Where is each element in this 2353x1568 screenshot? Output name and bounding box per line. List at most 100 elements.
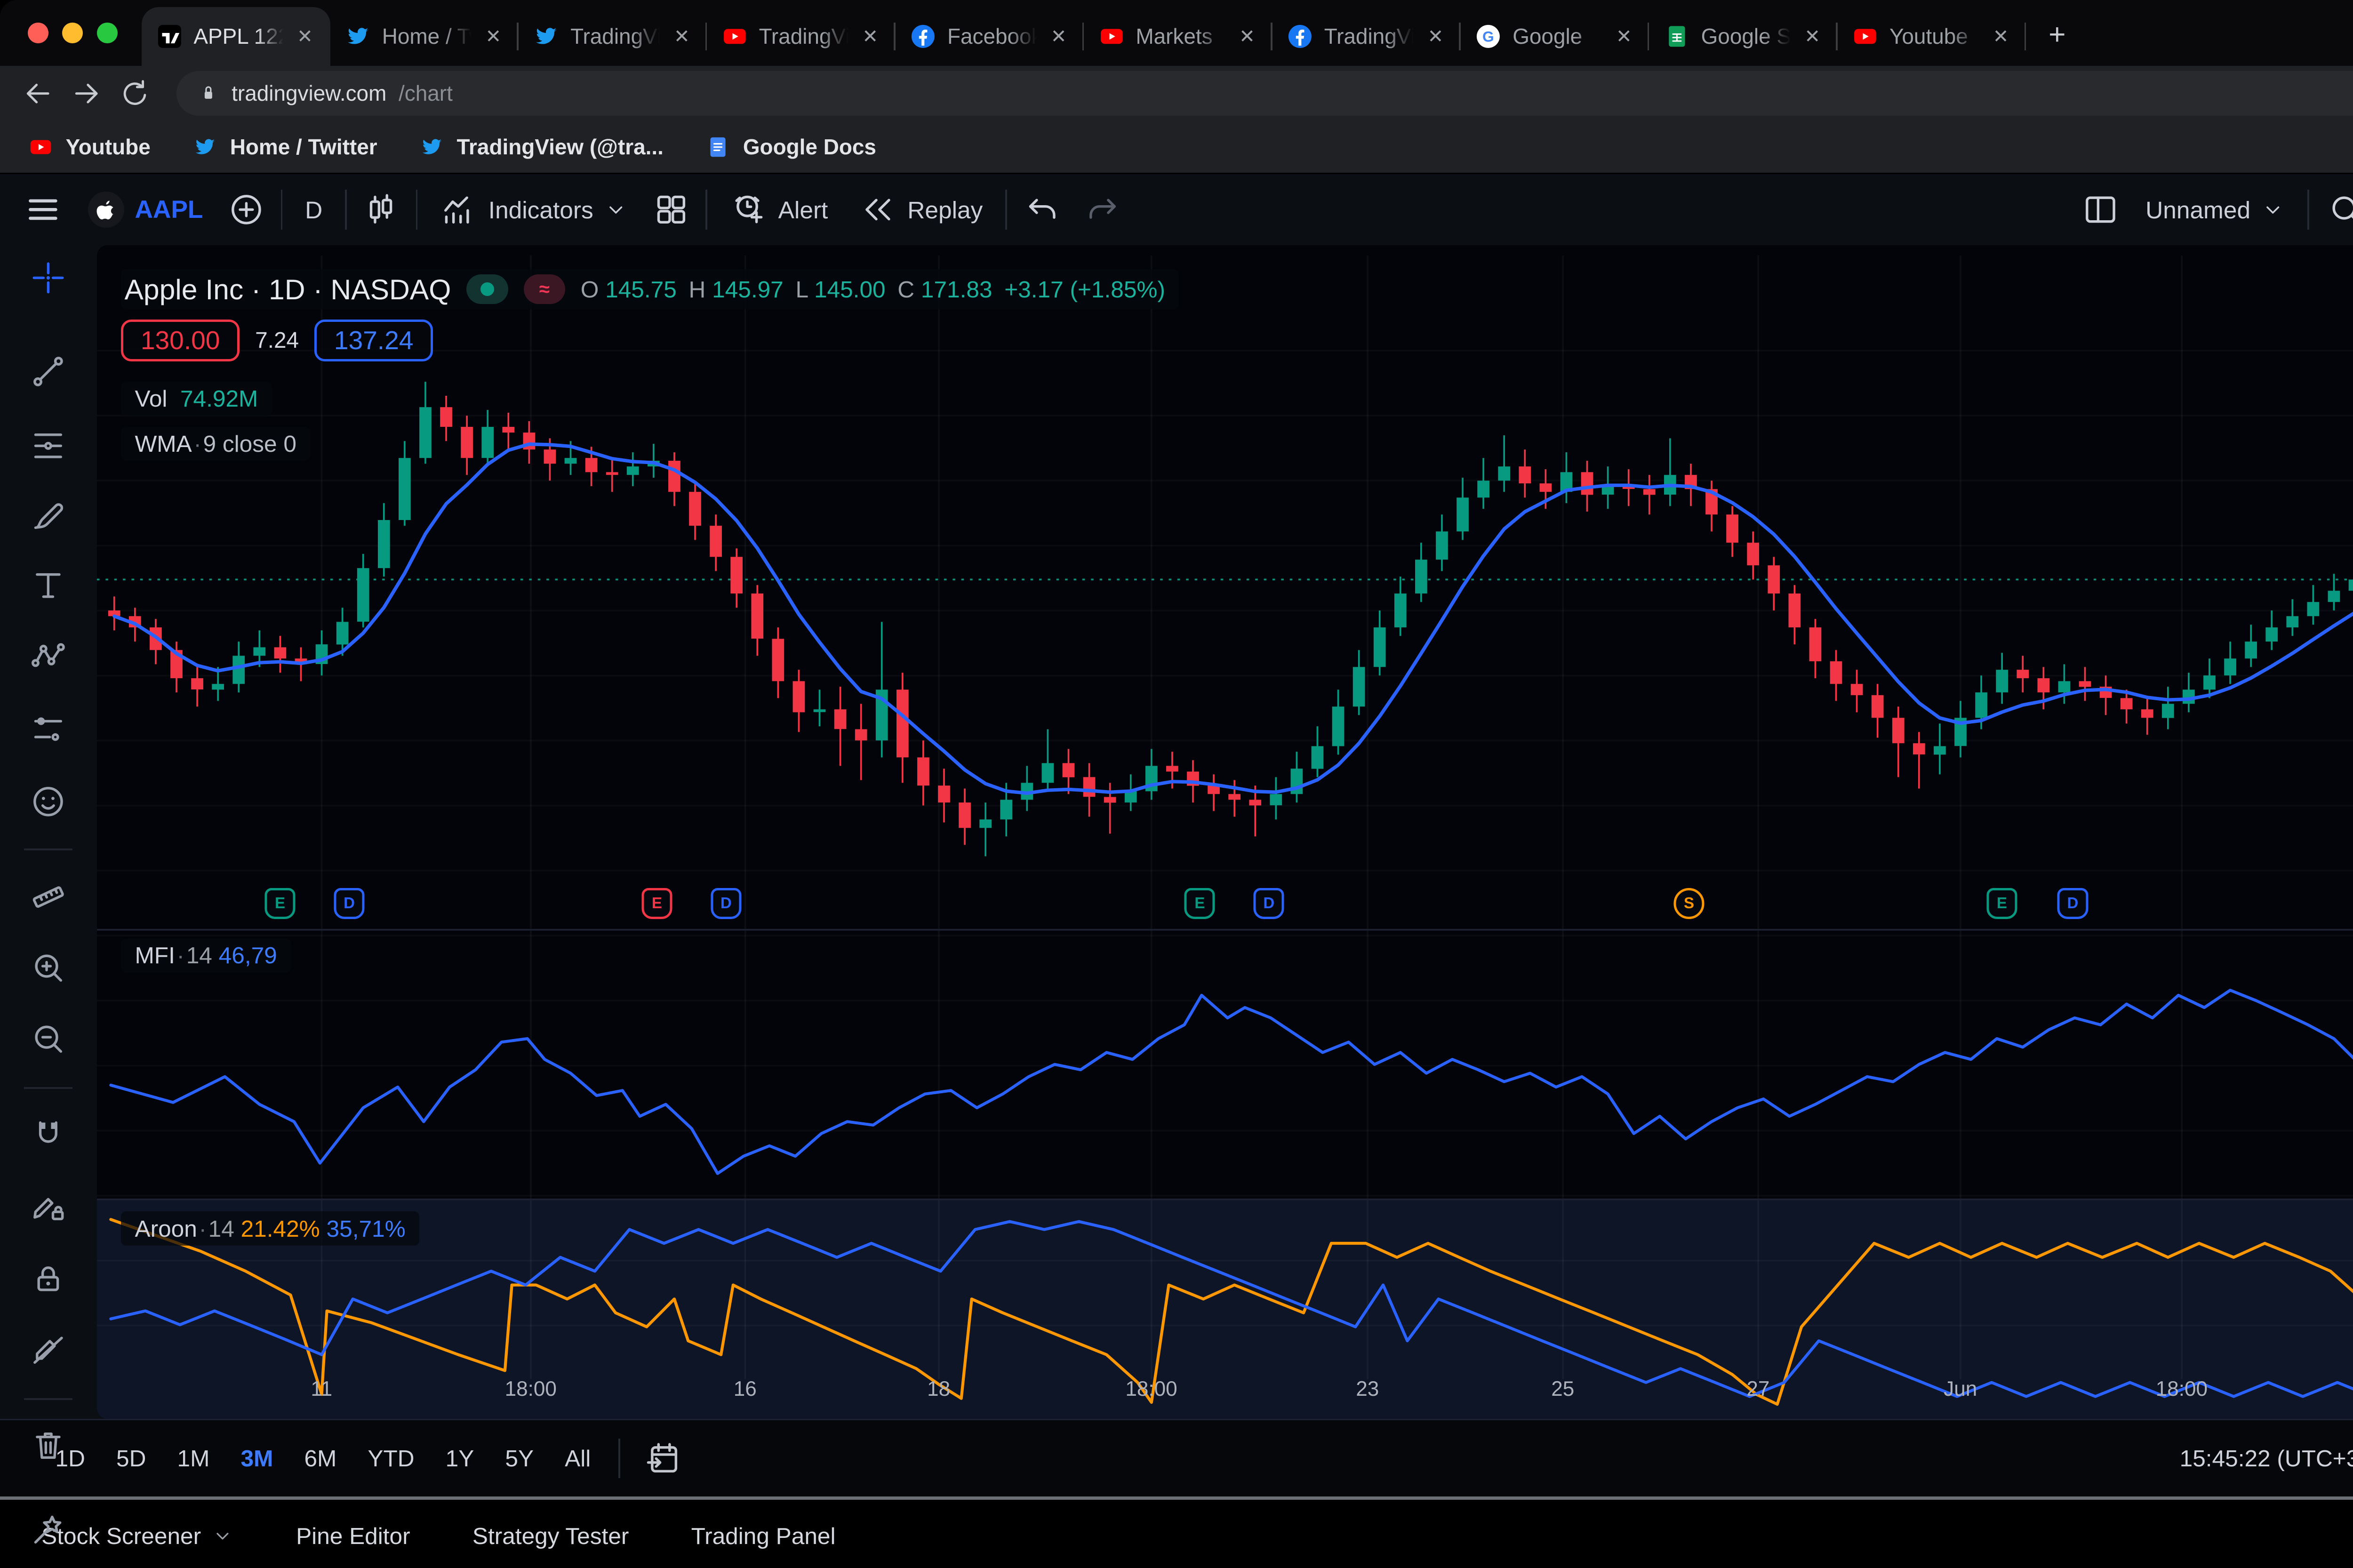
chart-area[interactable]: Apple Inc · 1D · NASDAQ ≈ O 145.75 H 145… xyxy=(97,245,2353,1419)
event-badge-e[interactable]: E xyxy=(641,888,672,919)
undo-button[interactable] xyxy=(1014,182,1072,238)
browser-tab[interactable]: TradingVie✕ xyxy=(707,7,895,66)
crosshair-tool-icon[interactable] xyxy=(29,259,67,297)
tab-close-icon[interactable]: ✕ xyxy=(670,25,693,48)
browser-tab[interactable]: APPL 122✕ xyxy=(142,7,330,66)
chart-style-button[interactable] xyxy=(353,182,409,238)
minimize-window-button[interactable] xyxy=(62,23,83,43)
range-button-ytd[interactable]: YTD xyxy=(354,1438,428,1479)
symbol-button[interactable]: AAPL xyxy=(72,182,218,238)
event-badge-e[interactable]: E xyxy=(265,888,296,919)
event-badge-d[interactable]: D xyxy=(334,888,364,919)
alert-button[interactable]: Alert xyxy=(714,182,844,238)
tab-close-icon[interactable]: ✕ xyxy=(1989,25,2012,48)
fib-retracement-tool-icon[interactable] xyxy=(29,427,67,465)
xabcd-pattern-tool-icon[interactable] xyxy=(29,638,67,676)
redo-button[interactable] xyxy=(1072,182,1131,238)
interval-button[interactable]: D xyxy=(289,182,338,238)
compare-add-button[interactable] xyxy=(218,182,274,238)
range-button-5y[interactable]: 5Y xyxy=(491,1438,547,1479)
tab-close-icon[interactable]: ✕ xyxy=(1424,25,1447,48)
zoom-out-tool-icon[interactable] xyxy=(29,1020,67,1058)
trash-tool-icon[interactable] xyxy=(29,1426,67,1464)
browser-tab[interactable]: Facebook✕ xyxy=(896,7,1084,66)
upper-price-box[interactable]: 137.24 xyxy=(314,320,433,361)
layout-button[interactable] xyxy=(2071,182,2130,238)
chart-canvas[interactable] xyxy=(97,245,2353,1419)
panel-tab-trading-panel[interactable]: Trading Panel xyxy=(691,1522,836,1550)
data-status-icon[interactable]: ≈ xyxy=(524,274,565,304)
browser-tab[interactable]: Google S✕ xyxy=(1649,7,1837,66)
ruler-tool-icon[interactable] xyxy=(29,878,67,916)
range-button-1m[interactable]: 1M xyxy=(163,1438,224,1479)
bookmark-item[interactable]: Youtube xyxy=(28,134,151,160)
bookmark-item[interactable]: Home / Twitter xyxy=(192,134,377,160)
aroon-legend[interactable]: Aroon·14 21.42% 35,71% xyxy=(121,1211,419,1246)
bottom-toolbar: 1D5D1M3M6MYTD1Y5YAll 15:45:22 (UTC+3) re… xyxy=(0,1419,2353,1496)
drawing-mode-tool-icon[interactable] xyxy=(29,1187,67,1225)
tab-close-icon[interactable]: ✕ xyxy=(1047,25,1070,48)
layout-name-button[interactable]: Unnamed xyxy=(2130,182,2300,238)
clock[interactable]: 15:45:22 (UTC+3) xyxy=(2180,1445,2353,1472)
change-value: +3.17 (+1.85%) xyxy=(1004,276,1165,303)
new-tab-button[interactable]: + xyxy=(2033,10,2081,59)
zoom-in-tool-icon[interactable] xyxy=(29,949,67,987)
tab-close-icon[interactable]: ✕ xyxy=(1236,25,1259,48)
panel-tab-strategy-tester[interactable]: Strategy Tester xyxy=(472,1522,629,1550)
trend-line-tool-icon[interactable] xyxy=(29,352,67,391)
event-badge-e[interactable]: E xyxy=(1185,888,1215,919)
address-bar[interactable]: tradingview.com/chart xyxy=(176,71,2353,116)
tab-close-icon[interactable]: ✕ xyxy=(294,25,317,48)
panel-tab-stock-screener[interactable]: Stock Screener xyxy=(41,1522,234,1550)
browser-tab[interactable]: Home / Tw✕ xyxy=(330,7,519,66)
browser-tab[interactable]: TradingVie✕ xyxy=(519,7,707,66)
indicator-templates-button[interactable] xyxy=(643,182,699,238)
indicators-button[interactable]: Indicators xyxy=(424,182,643,238)
panel-tab-pine-editor[interactable]: Pine Editor xyxy=(296,1522,410,1550)
brush-tool-icon[interactable] xyxy=(29,496,67,534)
text-tool-icon[interactable] xyxy=(29,567,67,605)
symbol-title[interactable]: Apple Inc · 1D · NASDAQ xyxy=(124,273,451,306)
reload-button[interactable] xyxy=(114,72,155,114)
zoom-window-button[interactable] xyxy=(97,23,118,43)
replay-button[interactable]: Replay xyxy=(843,182,998,238)
event-badge-d[interactable]: D xyxy=(2057,888,2088,919)
browser-tab[interactable]: TradingVie✕ xyxy=(1273,7,1461,66)
favorites-tool-icon[interactable] xyxy=(29,1511,67,1549)
event-badge-s[interactable]: S xyxy=(1673,888,1704,919)
back-button[interactable] xyxy=(17,72,59,114)
tab-close-icon[interactable]: ✕ xyxy=(1613,25,1636,48)
lower-price-box[interactable]: 130.00 xyxy=(121,320,240,361)
wma-legend[interactable]: WMA·9 close 0 xyxy=(121,427,310,461)
browser-tab[interactable]: Youtube✕ xyxy=(1838,7,2026,66)
bookmark-item[interactable]: Google Docs xyxy=(705,134,876,160)
market-status-icon[interactable] xyxy=(466,274,508,304)
close-window-button[interactable] xyxy=(28,23,48,43)
range-button-all[interactable]: All xyxy=(551,1438,605,1479)
tab-close-icon[interactable]: ✕ xyxy=(859,25,882,48)
browser-tab[interactable]: Markets✕ xyxy=(1084,7,1272,66)
forecast-tool-icon[interactable] xyxy=(29,710,67,748)
range-button-6m[interactable]: 6M xyxy=(290,1438,351,1479)
tab-close-icon[interactable]: ✕ xyxy=(482,25,505,48)
search-icon xyxy=(2327,191,2353,229)
range-button-3m[interactable]: 3M xyxy=(227,1438,287,1479)
event-badge-d[interactable]: D xyxy=(1254,888,1284,919)
hide-drawings-tool-icon[interactable] xyxy=(29,1331,67,1369)
range-button-1y[interactable]: 1Y xyxy=(432,1438,488,1479)
tab-close-icon[interactable]: ✕ xyxy=(1801,25,1824,48)
quick-search-button[interactable] xyxy=(2316,182,2353,238)
magnet-tool-icon[interactable] xyxy=(29,1116,67,1154)
range-button-5d[interactable]: 5D xyxy=(103,1438,160,1479)
event-badge-d[interactable]: D xyxy=(711,888,741,919)
lock-tool-icon[interactable] xyxy=(29,1260,67,1298)
forward-button[interactable] xyxy=(66,72,107,114)
go-to-date-icon[interactable] xyxy=(644,1440,682,1478)
bookmark-item[interactable]: TradingView (@tra... xyxy=(419,134,664,160)
emoji-tool-icon[interactable] xyxy=(29,783,67,821)
mfi-legend[interactable]: MFI·14 46,79 xyxy=(121,938,291,973)
main-menu-button[interactable] xyxy=(14,182,72,238)
browser-tab[interactable]: GGoogle✕ xyxy=(1461,7,1649,66)
event-badge-e[interactable]: E xyxy=(1986,888,2017,919)
time-axis[interactable]: 1118:00161818:00232527Jun18:006 xyxy=(97,1377,2353,1412)
